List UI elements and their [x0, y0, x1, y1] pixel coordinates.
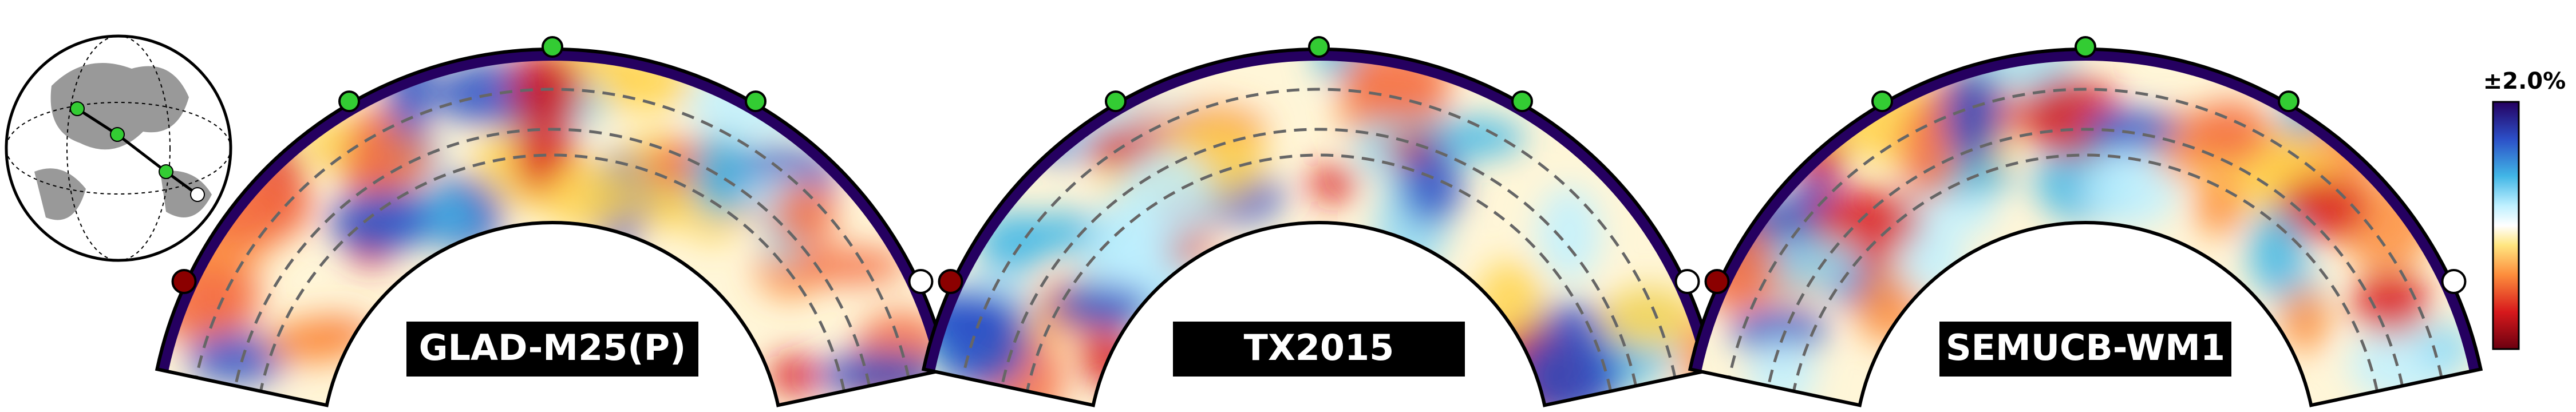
depth-contour — [1767, 128, 2404, 386]
station-marker — [2075, 36, 2096, 58]
station-marker — [1871, 90, 1893, 113]
marker — [110, 127, 125, 142]
depth-contour — [1728, 88, 2443, 378]
depth-contour — [1000, 128, 1638, 386]
land — [50, 63, 189, 150]
anomaly — [328, 189, 432, 253]
section-outline — [921, 47, 1717, 407]
graticule — [6, 102, 231, 195]
anomaly — [1307, 165, 1358, 203]
section-outline — [1688, 47, 2483, 407]
depth-contour — [1792, 153, 2379, 392]
anomaly — [1400, 146, 1463, 225]
marker — [70, 101, 85, 116]
anomaly — [935, 299, 1029, 389]
anomaly — [2190, 100, 2270, 167]
station-marker — [2278, 90, 2300, 113]
depth-contour — [234, 128, 871, 386]
station-marker — [171, 268, 197, 294]
model-label: GLAD-M25(P) — [419, 327, 686, 369]
label-box — [406, 322, 698, 377]
anomaly — [187, 331, 289, 385]
station-marker — [938, 268, 963, 294]
station-marker — [1105, 90, 1127, 113]
anomaly — [2193, 176, 2246, 236]
station-marker — [745, 90, 767, 113]
station-marker — [338, 90, 360, 113]
anomaly — [1600, 286, 1698, 351]
graticule — [66, 35, 171, 261]
station-marker — [1511, 90, 1533, 113]
anomaly — [2279, 284, 2330, 352]
anomaly — [768, 354, 821, 397]
station-marker — [1674, 268, 1700, 294]
depth-contour — [195, 88, 910, 378]
anomaly — [2083, 154, 2178, 229]
anomaly — [1049, 283, 1153, 328]
label-box — [1173, 322, 1465, 377]
globe — [5, 34, 232, 262]
anomaly — [690, 134, 753, 219]
depth-contour — [1025, 153, 1613, 392]
land — [34, 168, 86, 220]
anomaly — [1089, 192, 1168, 289]
anomaly — [789, 247, 907, 284]
anomaly — [508, 49, 583, 134]
anomaly — [1536, 185, 1602, 282]
station-marker — [542, 36, 563, 58]
land — [160, 171, 212, 217]
anomaly — [2352, 270, 2430, 336]
profile-line — [76, 107, 199, 196]
model-label: TX2015 — [1244, 327, 1394, 369]
model-label: SEMUCB-WM1 — [1946, 327, 2225, 369]
anomaly — [772, 181, 837, 247]
marker — [190, 187, 205, 202]
depth-contour — [961, 88, 1677, 378]
colorbar-label: ±2.0% — [2483, 68, 2566, 94]
marker — [159, 164, 173, 179]
anomaly — [1899, 102, 1958, 201]
anomaly — [1943, 68, 2002, 164]
anomaly — [1730, 307, 1827, 356]
section-outline — [155, 47, 950, 407]
station-marker — [908, 268, 934, 294]
station-marker — [2441, 268, 2467, 294]
anomaly — [262, 320, 361, 365]
depth-contour — [259, 153, 846, 392]
colorbar — [2492, 101, 2520, 350]
label-box — [1939, 322, 2231, 377]
station-marker — [1308, 36, 1330, 58]
anomaly — [540, 161, 639, 232]
station-marker — [1704, 268, 1730, 294]
anomaly — [2082, 109, 2181, 151]
anomaly — [2248, 208, 2305, 295]
